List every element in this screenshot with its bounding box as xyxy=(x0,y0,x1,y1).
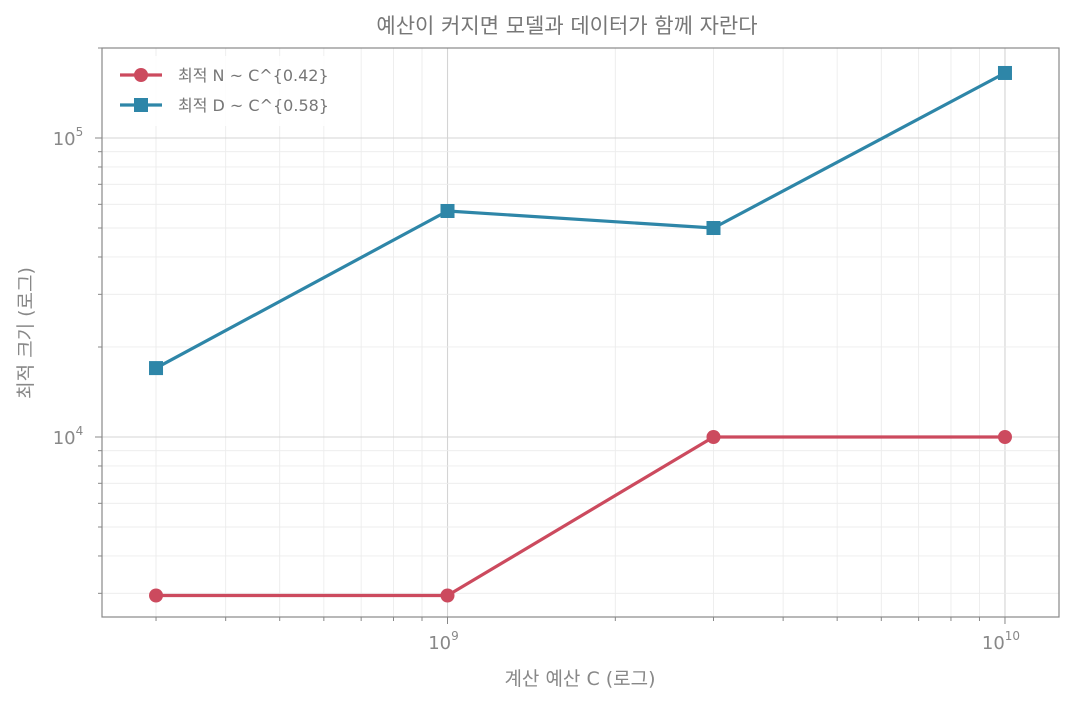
series-layer xyxy=(149,65,1012,603)
data-point xyxy=(997,429,1012,444)
data-point xyxy=(440,203,455,218)
x-tick-label: 1010 xyxy=(982,629,1020,654)
legend-label: 최적 N ~ C^{0.42} xyxy=(178,66,329,85)
y-axis-label: 최적 크기 (로그) xyxy=(15,267,37,399)
legend-swatch-marker xyxy=(134,98,148,112)
data-point xyxy=(706,221,721,236)
legend: 최적 N ~ C^{0.42} 최적 D ~ C^{0.58} xyxy=(110,56,355,126)
data-point xyxy=(149,588,164,603)
legend-label: 최적 D ~ C^{0.58} xyxy=(178,96,329,115)
legend-swatch-marker xyxy=(134,68,148,82)
legend-box xyxy=(110,56,355,126)
data-point xyxy=(706,429,721,444)
axis-ticks: 109 1010 104 105 xyxy=(53,47,1020,654)
y-tick-label: 104 xyxy=(53,424,84,449)
grid xyxy=(102,47,1059,617)
series-1 xyxy=(149,65,1012,376)
plot-frame xyxy=(101,47,1060,618)
data-point xyxy=(997,65,1012,80)
series-line xyxy=(156,435,1005,598)
y-tick-label: 105 xyxy=(53,125,84,150)
x-tick-label: 109 xyxy=(428,629,459,654)
series-line xyxy=(155,71,1006,370)
chart-title: 예산이 커지면 모델과 데이터가 함께 자란다 xyxy=(376,14,757,38)
series-0 xyxy=(149,429,1012,603)
data-point xyxy=(440,588,455,603)
data-point xyxy=(149,361,164,376)
x-axis-label: 계산 예산 C (로그) xyxy=(504,668,655,690)
